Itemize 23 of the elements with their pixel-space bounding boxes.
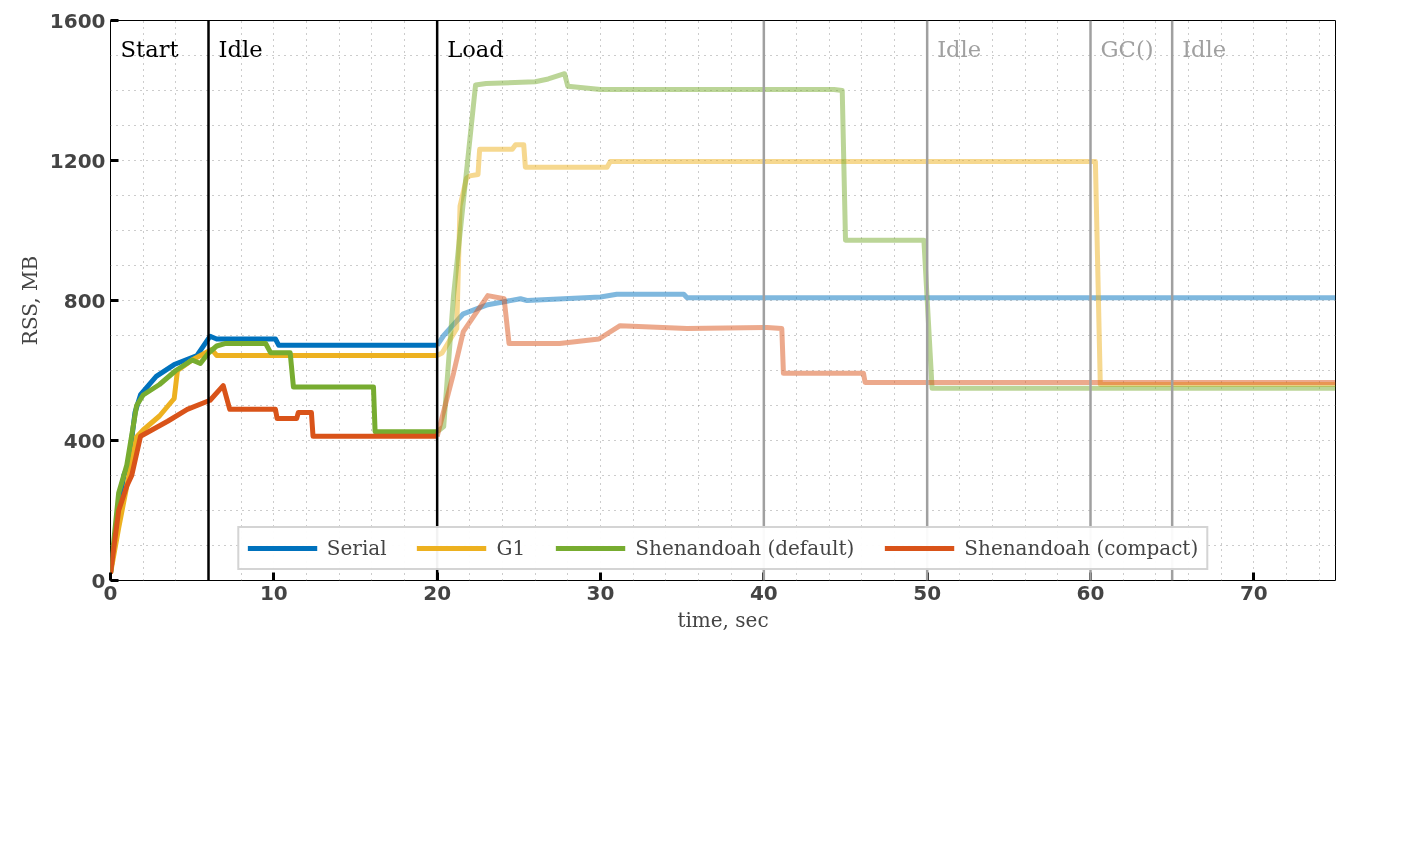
y-axis-title: RSS, MB <box>17 255 42 346</box>
ref-line-label: Load <box>447 35 504 62</box>
ref-line-label: Idle <box>1182 35 1227 62</box>
y-tick-label: 1600 <box>49 8 106 33</box>
ref-line-label: Idle <box>937 35 982 62</box>
ref-line-label: Idle <box>218 35 263 62</box>
ref-line-label: GC() <box>1100 35 1154 62</box>
y-tick-label: 400 <box>63 428 106 453</box>
legend-label: G1 <box>496 536 526 560</box>
x-tick-label: 60 <box>1076 580 1105 605</box>
annotation: Start <box>120 35 179 62</box>
x-tick-label: 40 <box>749 580 778 605</box>
x-tick-label: 20 <box>423 580 452 605</box>
y-tick-label: 800 <box>63 288 106 313</box>
legend-label: Shenandoah (default) <box>635 536 855 560</box>
y-tick-label: 1200 <box>49 148 106 173</box>
x-tick-label: 30 <box>586 580 615 605</box>
x-tick-label: 10 <box>259 580 288 605</box>
x-tick-label: 50 <box>913 580 942 605</box>
legend-label: Shenandoah (compact) <box>964 536 1199 560</box>
legend-label: Serial <box>326 536 387 560</box>
x-axis-title: time, sec <box>677 607 769 632</box>
x-tick-label: 70 <box>1239 580 1268 605</box>
